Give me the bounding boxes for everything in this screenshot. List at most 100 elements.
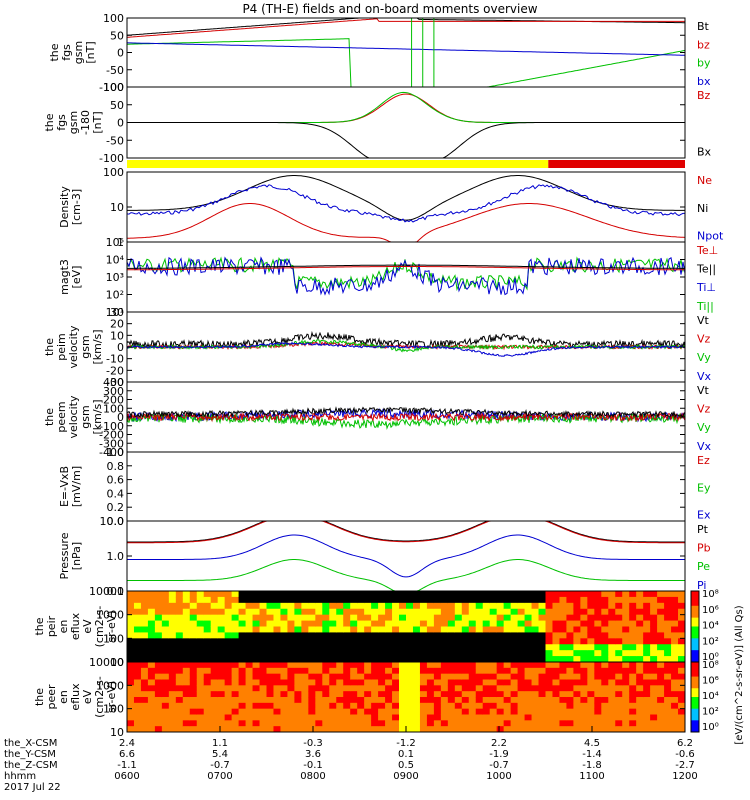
heat-cell <box>259 632 267 639</box>
colorbar-cell <box>691 593 699 598</box>
heat-cell <box>364 691 372 698</box>
heat-cell <box>357 720 365 727</box>
heat-cell <box>252 667 261 675</box>
heat-cell <box>399 662 407 669</box>
heat-cell <box>636 608 644 616</box>
heat-cell <box>545 673 553 680</box>
heat-cell <box>489 591 498 598</box>
heat-cell <box>329 644 337 651</box>
colorbar-tick-label: 10² <box>702 636 719 647</box>
heat-cell <box>364 608 372 616</box>
heat-cell <box>524 650 533 657</box>
y-axis-label: thepeimvelocitygsm[km/s] <box>43 325 104 368</box>
heat-cell <box>496 614 505 622</box>
heat-cell <box>559 591 567 598</box>
heat-cell <box>343 644 351 651</box>
trace-bz <box>127 18 685 38</box>
heat-cell <box>580 620 588 627</box>
heat-cell <box>664 620 672 627</box>
y-axis-label: thepeemvelocitygsm[km/s] <box>43 395 104 438</box>
heat-cell <box>315 620 323 627</box>
heat-cell <box>217 714 226 721</box>
heat-cell <box>510 702 519 710</box>
heat-cell <box>266 714 274 721</box>
heat-cell <box>217 638 226 645</box>
heat-cell <box>482 638 491 645</box>
y-tick-label: 20 <box>110 318 124 331</box>
heat-cell <box>280 708 288 715</box>
heat-cell <box>517 591 526 598</box>
trace-Pb <box>127 521 685 544</box>
heat-cell <box>629 632 637 639</box>
heat-cell <box>280 714 288 721</box>
heat-cell <box>217 644 226 651</box>
heat-cell <box>238 685 247 692</box>
heat-cell <box>475 685 484 692</box>
heat-cell <box>657 697 665 704</box>
heat-cell <box>217 614 226 622</box>
heat-cell <box>203 626 212 633</box>
heat-cell <box>510 656 519 662</box>
heat-cell <box>175 656 184 662</box>
heat-cell <box>552 679 560 686</box>
heat-cell <box>489 602 498 610</box>
heat-cell <box>433 638 442 645</box>
heat-cell <box>643 614 651 622</box>
y-tick-label: 10 <box>110 726 124 739</box>
heat-cell <box>601 650 609 657</box>
heat-cell <box>168 614 177 622</box>
heat-cell <box>538 673 546 680</box>
heat-cell <box>629 697 637 704</box>
heat-cell <box>266 620 274 627</box>
heat-cell <box>175 720 184 727</box>
heat-cell <box>433 697 442 704</box>
heat-cell <box>238 697 247 704</box>
heat-cell <box>496 726 505 732</box>
heat-cell <box>538 662 546 669</box>
heat-cell <box>140 614 149 622</box>
heat-cell <box>399 650 407 657</box>
heat-cell <box>559 644 567 651</box>
heat-cell <box>133 656 142 662</box>
heat-cell <box>259 667 267 675</box>
heat-cell <box>399 626 407 633</box>
y-tick-label: 10⁴ <box>106 254 125 267</box>
heat-cell <box>412 720 421 727</box>
heat-cell <box>378 602 386 610</box>
heat-cell <box>503 638 512 645</box>
heat-cell <box>133 702 142 710</box>
heat-cell <box>510 691 519 698</box>
heat-cell <box>357 602 365 610</box>
colorbar-cell <box>691 653 699 657</box>
heat-cell <box>615 644 623 651</box>
heat-cell <box>650 644 658 651</box>
heat-cell <box>587 638 595 645</box>
heat-cell <box>127 714 135 721</box>
heat-cell <box>482 644 491 651</box>
heat-cell <box>545 596 553 604</box>
heat-cell <box>238 632 247 639</box>
heat-cell <box>329 638 337 645</box>
heat-cell <box>315 667 323 675</box>
heat-cell <box>203 608 212 616</box>
heat-cell <box>447 596 456 604</box>
heat-cell <box>168 667 177 675</box>
panel-9-data <box>127 591 685 662</box>
heat-cell <box>238 614 247 622</box>
heat-cell <box>182 602 191 610</box>
heat-cell <box>392 620 400 627</box>
heat-cell <box>475 697 484 704</box>
heat-cell <box>322 656 330 662</box>
heat-cell <box>392 662 400 669</box>
heat-cell <box>524 697 533 704</box>
heat-cell <box>573 702 581 710</box>
heat-cell <box>259 685 267 692</box>
heat-cell <box>350 720 358 727</box>
y-tick-label: 10 <box>110 201 124 214</box>
heat-cell <box>287 626 295 633</box>
heat-cell <box>287 650 295 657</box>
heat-cell <box>175 714 184 721</box>
heat-cell <box>266 602 274 610</box>
colorbar-label: [eV/(cm^2-s-sr-eV)] (All Qs) <box>734 605 745 744</box>
heat-cell <box>217 596 226 604</box>
